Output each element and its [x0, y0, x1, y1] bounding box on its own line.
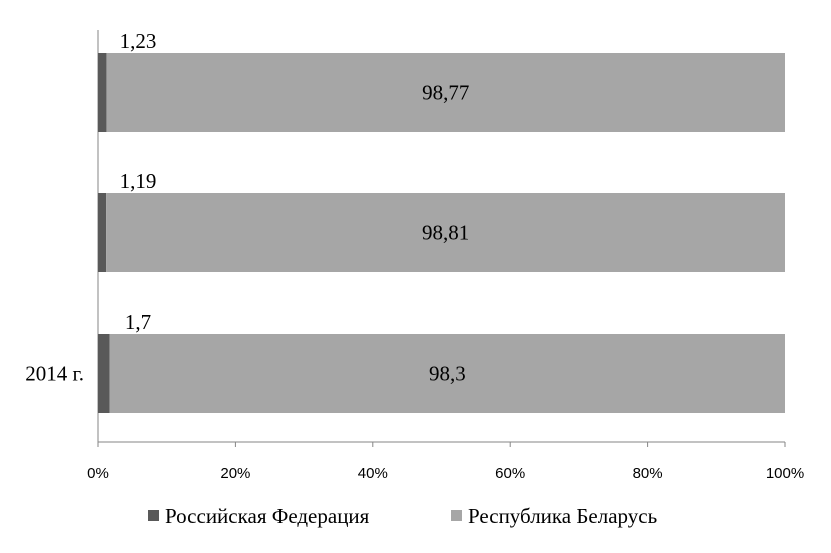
x-tick-label: 20%: [220, 465, 250, 482]
legend-swatch-rf: [148, 510, 159, 521]
x-tick-label: 40%: [358, 465, 388, 482]
legend-label-rf: Российская Федерация: [165, 504, 370, 528]
x-tick-label: 0%: [87, 465, 109, 482]
bar-rb: [106, 53, 786, 132]
legend-label-rb: Республика Беларусь: [468, 504, 657, 528]
data-label-rb: 98,3: [429, 362, 466, 386]
bar-rb: [109, 334, 785, 413]
category-label: 2014 г.: [25, 362, 84, 386]
bar-rb: [106, 193, 786, 272]
data-label-rb: 98,77: [422, 81, 469, 105]
bar-rf: [98, 53, 107, 132]
data-label-rf: 1,19: [120, 169, 157, 193]
legend-swatch-rb: [451, 510, 462, 521]
data-label-rb: 98,81: [422, 221, 469, 245]
bar-rf: [98, 193, 107, 272]
bar-rf: [98, 334, 110, 413]
x-tick-label: 80%: [633, 465, 663, 482]
x-tick-label: 60%: [495, 465, 525, 482]
data-label-rf: 1,23: [120, 29, 157, 53]
x-tick-label: 100%: [766, 465, 804, 482]
data-label-rf: 1,7: [125, 310, 151, 334]
